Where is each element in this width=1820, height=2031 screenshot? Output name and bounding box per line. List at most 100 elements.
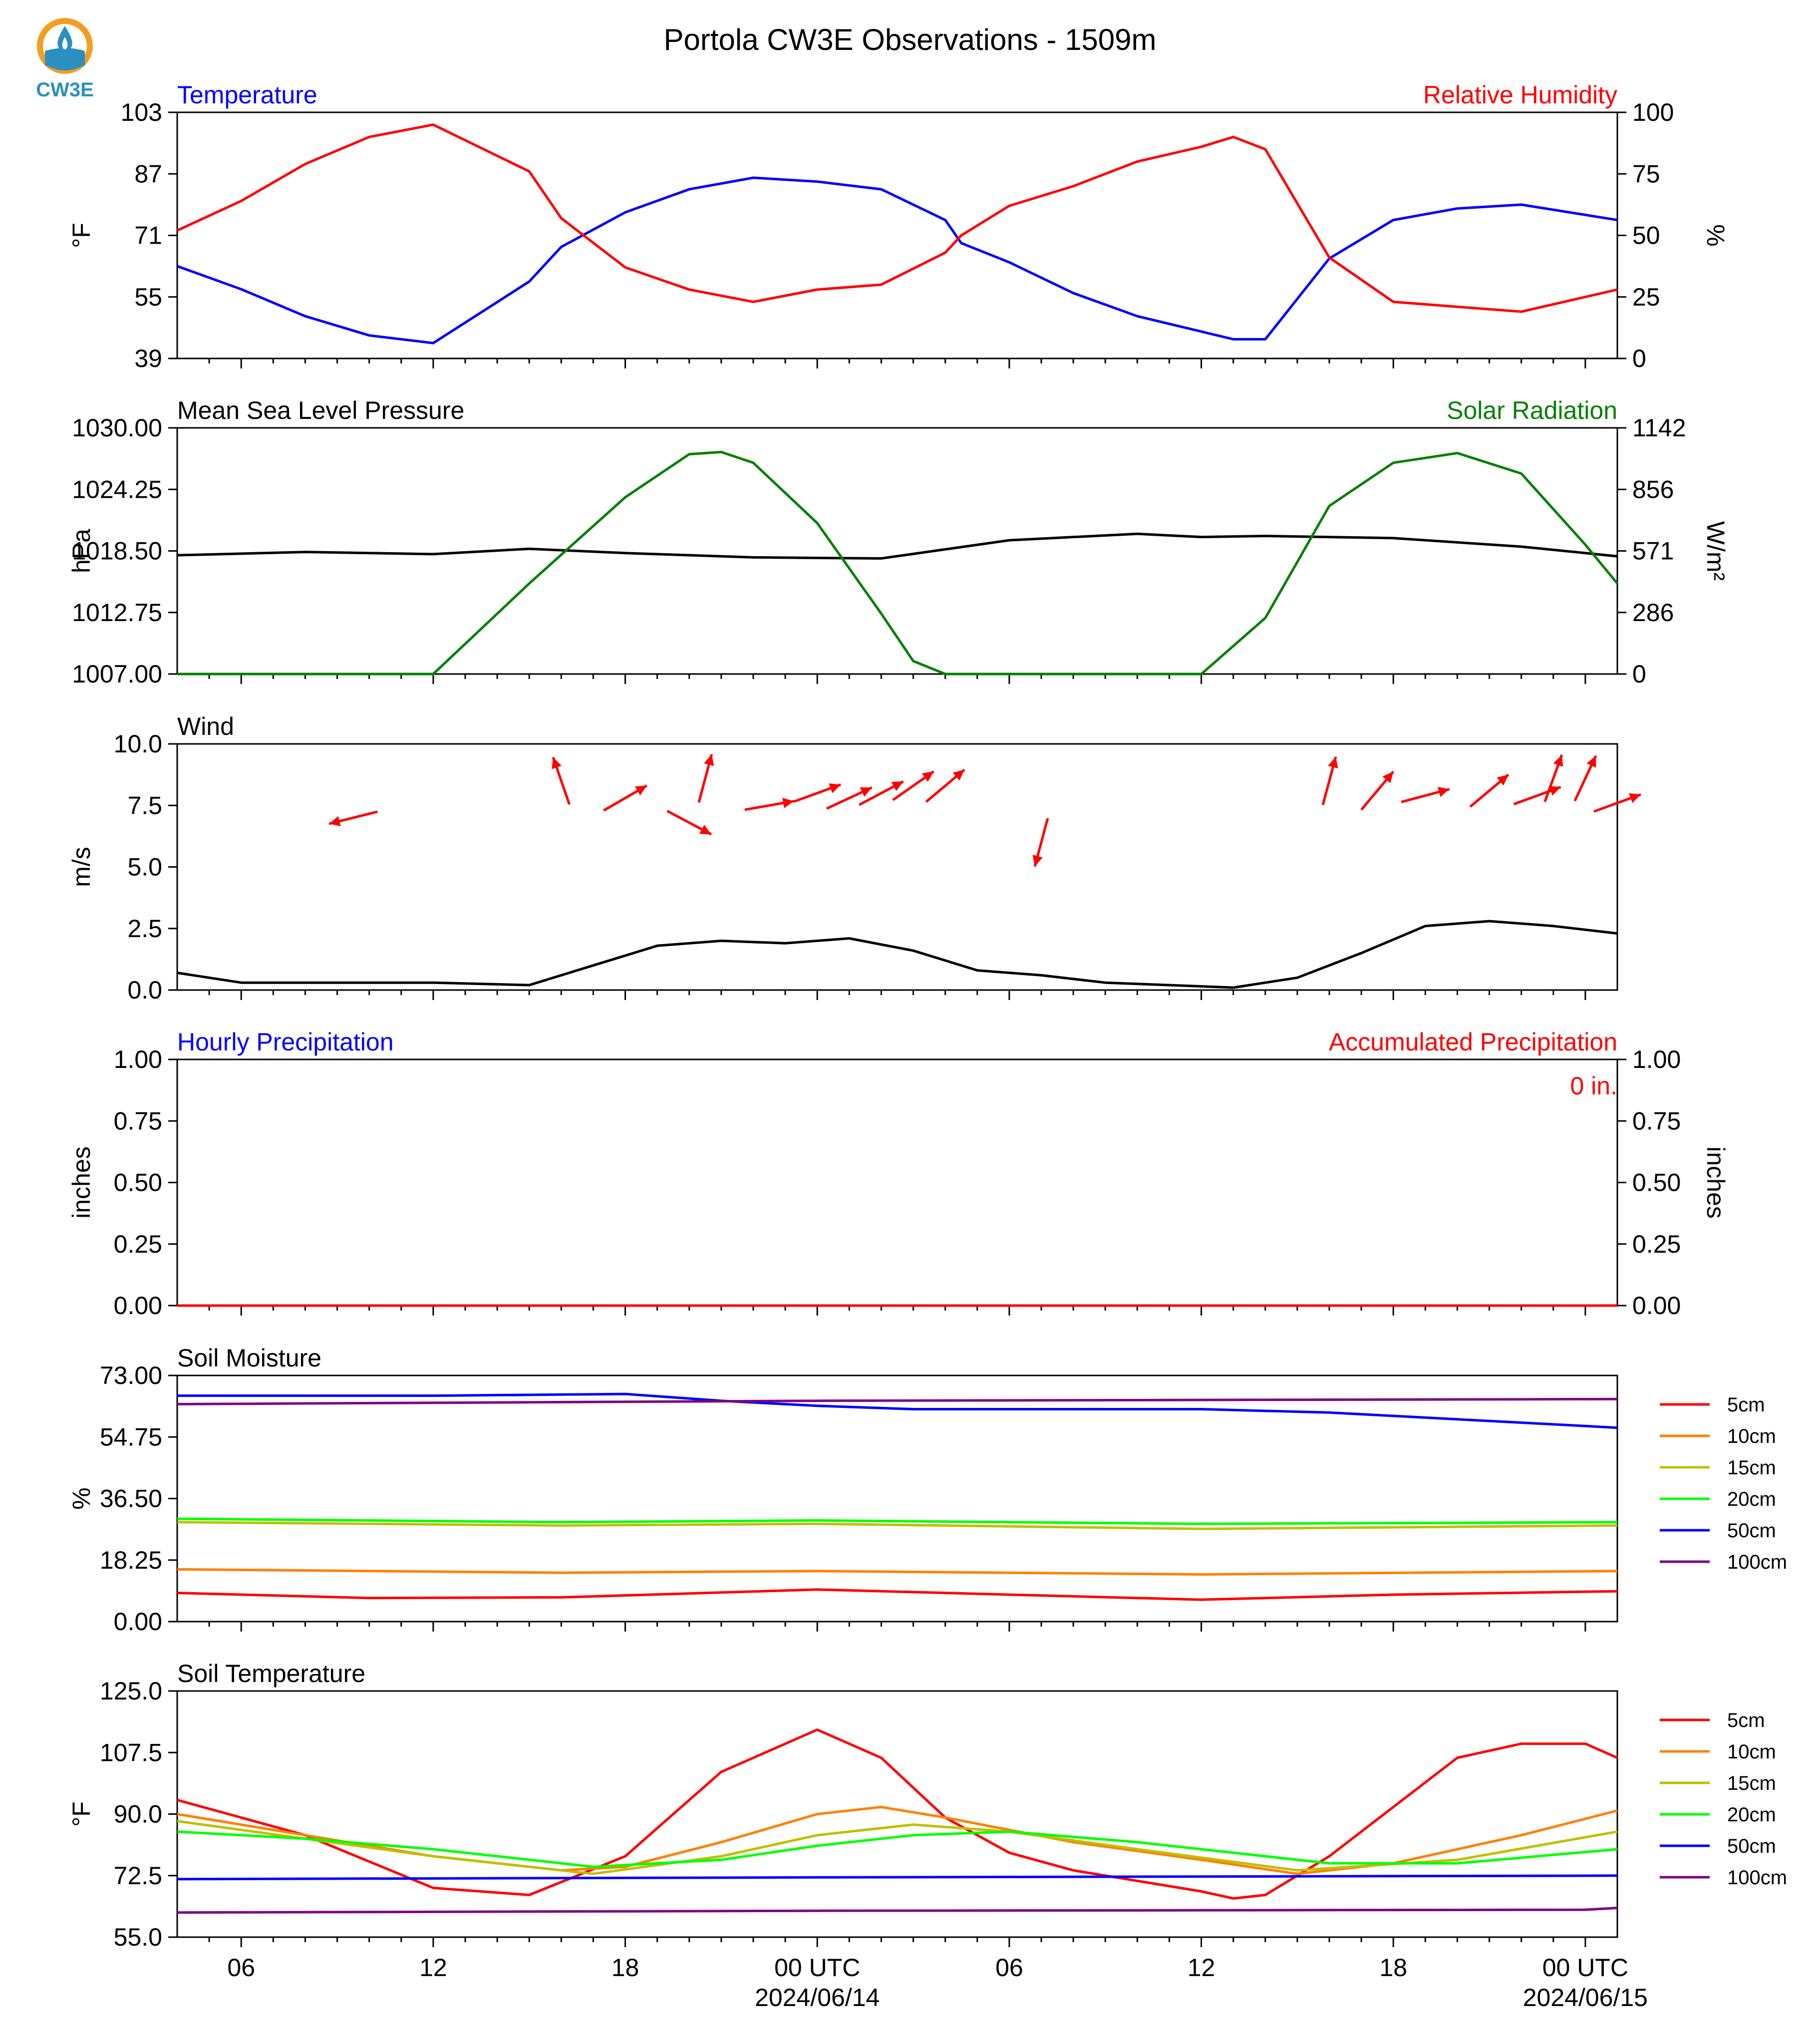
pressure_solar-left-unit: hPa [67,529,95,573]
soil_moisture-series-5cm [177,1588,1618,1601]
soil_moisture-left-title: Soil Moisture [177,1344,321,1372]
wind-arrow-head [1328,756,1338,769]
soil_temp-series-5cm [177,1728,1618,1900]
wind-arrow-head [1629,793,1641,803]
temp_rh-ytick-label: 87 [134,160,162,188]
soil_moisture-legend-label: 10cm [1727,1425,1776,1447]
temp_rh-ytick-label: 71 [134,222,162,250]
pressure_solar-ytick-right-label: 1142 [1632,414,1686,442]
soil_moisture-ytick-label: 36.50 [100,1485,162,1513]
soil_moisture-legend-label: 100cm [1727,1551,1787,1573]
wind-arrow-head [329,816,341,826]
logo-text: CW3E [36,79,94,101]
temp_rh-right-title: Relative Humidity [1423,81,1617,109]
soil_moisture-series-10cm [177,1568,1618,1576]
soil_moisture-legend-label: 5cm [1727,1394,1765,1416]
soil_moisture-ytick-label: 73.00 [100,1361,162,1389]
soil_temp-ytick-label: 55.0 [114,1923,162,1951]
soil_temp-ytick-label: 125.0 [100,1677,162,1705]
soil_temp-ytick-label: 90.0 [114,1800,162,1828]
temp_rh-frame [176,111,1618,359]
soil_temp-series-100cm [177,1907,1618,1914]
temp_rh-series-relative-humidity [176,123,1618,313]
xtick-label: 12 [419,1954,447,1982]
soil_temp-legend-label: 20cm [1727,1804,1776,1826]
precip-left-unit: inches [67,1146,95,1219]
pressure_solar-ytick-right-label: 286 [1632,599,1674,627]
wind-arrow-head [891,781,904,791]
soil_temp-ytick-label: 72.5 [114,1862,162,1890]
soil_temp-left-title: Soil Temperature [177,1660,365,1688]
wind-ytick-label: 10.0 [114,730,162,758]
water-drop-sun-icon [37,18,93,74]
precip-ytick-right-label: 0.25 [1632,1230,1681,1258]
pressure_solar-ytick-label: 1030.00 [72,414,162,442]
soil_moisture-ytick-label: 0.00 [114,1608,162,1636]
precip-frame [176,1058,1618,1307]
xtick-label: 12 [1188,1954,1215,1982]
wind-arrow-head [1032,854,1043,867]
precip-right-title: Accumulated Precipitation [1329,1028,1617,1056]
precip-right-unit: inches [1702,1146,1730,1219]
wind-frame [176,743,1618,991]
temp_rh-ytick-right-label: 0 [1632,344,1646,372]
xtick-label: 06 [995,1954,1023,1982]
precip-ytick-label: 0.25 [114,1230,162,1258]
soil_moisture-legend-label: 20cm [1727,1488,1776,1510]
precip-ytick-right-label: 1.00 [1632,1045,1681,1073]
soil_moisture-series-50cm [177,1392,1618,1429]
wind-arrow-head [552,757,562,769]
temp_rh-ytick-right-label: 25 [1632,283,1660,311]
wind-arrow-head [1438,787,1450,797]
wind-arrow-head [634,785,647,796]
precip-ytick-right-label: 0.50 [1632,1169,1681,1197]
wind-ytick-label: 5.0 [127,853,162,881]
soil_moisture-series-100cm [177,1397,1618,1405]
wind-arrow-head [1548,786,1561,796]
pressure_solar-ytick-right-label: 0 [1632,660,1646,688]
pressure_solar-ytick-right-label: 571 [1632,537,1674,565]
wind-arrow-head [829,783,841,793]
precip-ytick-label: 0.50 [114,1169,162,1197]
soil_temp-legend-label: 100cm [1727,1867,1787,1889]
wind-arrow-head [1586,755,1596,768]
soil_moisture-ytick-label: 54.75 [100,1423,162,1451]
xtick-label: 00 UTC [774,1954,860,1982]
temp_rh-ytick-label: 103 [121,98,162,126]
xtick-label: 06 [227,1954,255,1982]
temp_rh-ytick-right-label: 75 [1632,160,1660,188]
temp_rh-left-title: Temperature [177,81,317,109]
pressure_solar-ytick-label: 1018.50 [72,537,162,565]
wind-left-unit: m/s [67,847,95,887]
soil_moisture-series-15cm [177,1521,1618,1530]
chart-title: Portola CW3E Observations - 1509m [663,23,1156,56]
temp_rh-series-temperature [177,176,1618,344]
soil_temp-frame [176,1690,1618,1938]
temp_rh-left-unit: °F [67,223,95,248]
precip-ytick-right-label: 0.75 [1632,1107,1681,1135]
temp_rh-ytick-right-label: 50 [1632,222,1660,250]
wind-arrow-head [1497,774,1509,786]
wind-arrow-head [860,787,872,797]
pressure_solar-series-mean-sea-level-pressure [177,532,1618,560]
cw3e-logo: CW3E [30,15,100,102]
wind-arrow-head [952,769,964,781]
date-label: 2024/06/14 [755,1984,880,2012]
wind-arrow-head [921,771,934,782]
soil_moisture-frame [176,1374,1618,1623]
pressure_solar-ytick-right-label: 856 [1632,475,1674,503]
xtick-label: 18 [611,1954,639,1982]
temp_rh-right-unit: % [1702,224,1730,246]
soil_moisture-legend-label: 15cm [1727,1457,1776,1479]
soil_temp-series-15cm [177,1820,1618,1875]
soil_temp-left-unit: °F [67,1801,95,1827]
wind-ytick-label: 7.5 [127,791,162,819]
temp_rh-ytick-right-label: 100 [1632,98,1674,126]
pressure_solar-left-title: Mean Sea Level Pressure [177,396,464,424]
xtick-label: 00 UTC [1542,1954,1628,1982]
soil_temp-legend-label: 15cm [1727,1772,1776,1794]
precip-ytick-right-label: 0.00 [1632,1292,1681,1320]
precip-ytick-label: 0.75 [114,1107,162,1135]
pressure_solar-ytick-label: 1012.75 [72,599,162,627]
